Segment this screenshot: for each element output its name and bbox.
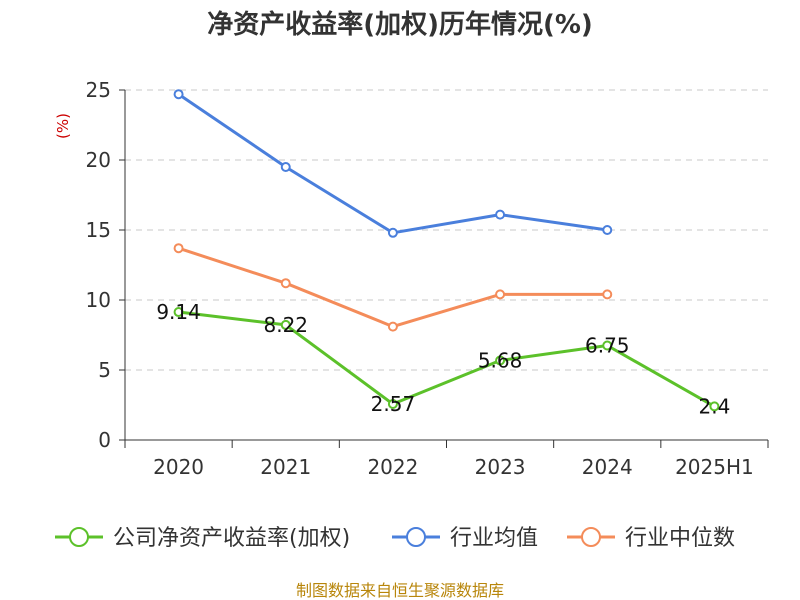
legend-marker <box>581 527 601 547</box>
legend-label: 行业均值 <box>450 526 538 551</box>
data-point <box>280 162 291 172</box>
data-point <box>173 307 184 318</box>
axes: 0 5 10 15 20 25 2020 2021 2022 2023 2024 2025H1 <box>86 78 769 479</box>
data-label: 6.75 <box>585 334 630 358</box>
data-point <box>709 401 720 412</box>
data-labels: 9.14 8.22 2.57 5.68 6.75 2.4 <box>156 300 730 418</box>
series-line <box>178 246 608 329</box>
y-tick-label: 25 <box>86 78 111 102</box>
y-tick-label: 5 <box>98 358 111 382</box>
y-axis-label: (%) <box>54 113 72 139</box>
data-point <box>173 243 184 254</box>
source-note: 制图数据来自恒生聚源数据库 <box>296 581 504 600</box>
legend-marker <box>406 527 426 547</box>
data-point <box>387 399 398 410</box>
data-label: 2.57 <box>371 392 416 416</box>
data-point <box>173 89 184 100</box>
x-tick-label: 2022 <box>367 455 418 479</box>
data-point <box>602 225 613 235</box>
data-point <box>387 321 398 332</box>
legend-marker <box>69 527 89 547</box>
data-label: 8.22 <box>263 313 308 337</box>
legend-label: 公司净资产收益率(加权) <box>113 526 350 551</box>
data-label: 5.68 <box>478 348 523 372</box>
legend: 公司净资产收益率(加权) 行业均值 行业中位数 <box>55 526 735 551</box>
data-point <box>495 355 506 366</box>
x-tick-label: 2023 <box>475 455 526 479</box>
series-line <box>177 92 608 235</box>
series-line <box>178 310 716 408</box>
data-point <box>280 278 291 289</box>
data-point <box>495 289 506 300</box>
x-tick-label: 2020 <box>153 455 204 479</box>
legend-label: 行业中位数 <box>625 526 735 551</box>
data-point <box>280 319 291 330</box>
x-tick-label: 2025H1 <box>675 455 754 479</box>
data-point <box>387 227 398 238</box>
data-point <box>495 209 506 220</box>
x-tick-label: 2021 <box>260 455 311 479</box>
series-lines <box>173 89 720 412</box>
data-label: 2.4 <box>699 394 731 418</box>
data-point <box>602 340 613 351</box>
data-label: 9.14 <box>156 300 201 324</box>
y-tick-label: 20 <box>86 148 111 172</box>
y-tick-label: 0 <box>98 428 111 452</box>
chart-title: 净资产收益率(加权)历年情况(%) <box>207 9 593 40</box>
data-point <box>602 289 613 300</box>
x-tick-label: 2024 <box>582 455 633 479</box>
y-tick-label: 15 <box>86 218 111 242</box>
y-tick-label: 10 <box>86 288 111 312</box>
grid-lines <box>125 89 768 371</box>
